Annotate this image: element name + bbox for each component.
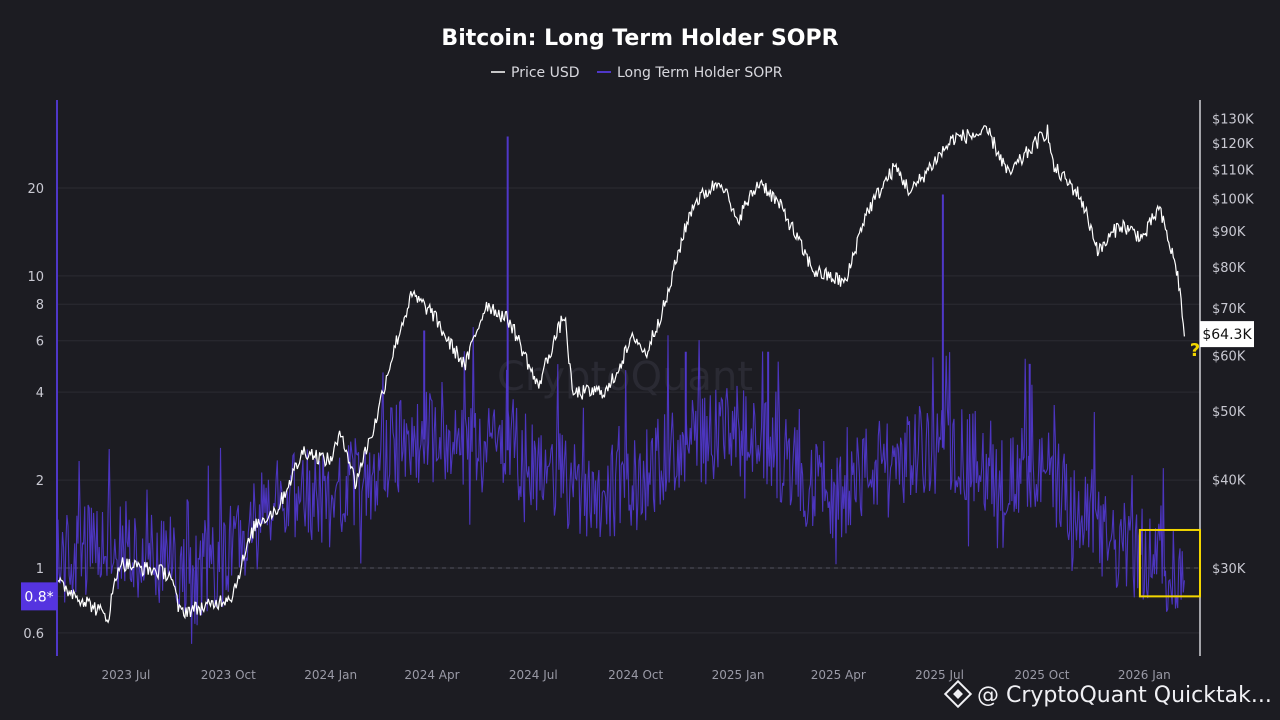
sopr-line: [57, 327, 1185, 644]
y-right-tick-label: $30K: [1212, 562, 1246, 577]
y-left-tick-label: 4: [36, 386, 44, 401]
chart-title: Bitcoin: Long Term Holder SOPR: [441, 26, 838, 51]
sopr-series: [57, 136, 1185, 644]
y-left-tick-label: 20: [27, 182, 44, 197]
x-tick-label: 2024 Jan: [304, 668, 357, 682]
x-tick-label: 2025 Apr: [811, 668, 866, 682]
legend-sopr-label[interactable]: Long Term Holder SOPR: [617, 65, 783, 81]
y-right-tick-label: $80K: [1212, 261, 1246, 276]
footer-handle: @ CryptoQuant Quicktak...: [977, 683, 1272, 708]
y-right-tick-label: $120K: [1212, 137, 1254, 152]
x-tick-label: 2024 Apr: [404, 668, 459, 682]
y-left-tick-label: 0.6: [23, 627, 44, 642]
price-line: [57, 124, 1185, 624]
sopr-tag-bg: [21, 582, 57, 611]
axes: 20 10 8 6 4 2 1 0.6 2023 Jul 2023 Oct 2024 Jan 2024…: [23, 100, 1254, 682]
price-series: [57, 124, 1185, 624]
annotations: $64.3K? 0.8*: [21, 321, 1254, 611]
y-right-tick-label: $40K: [1212, 474, 1246, 489]
y-right-tick-label: $90K: [1212, 225, 1246, 240]
y-right-tick-label: $130K: [1212, 112, 1254, 127]
x-tick-label: 2024 Oct: [608, 668, 663, 682]
y-right-tick-label: $60K: [1212, 349, 1246, 364]
cryptoquant-logo-icon: [943, 679, 973, 709]
x-tick-label: 2025 Jan: [712, 668, 765, 682]
x-tick-label: 2023 Oct: [201, 668, 256, 682]
y-left-tick-label: 8: [36, 298, 44, 313]
y-right-tick-label: $50K: [1212, 405, 1246, 420]
y-left-tick-label: 6: [36, 335, 44, 350]
y-left-tick-label: 10: [27, 270, 44, 285]
y-left-tick-label: 2: [36, 474, 44, 489]
sopr-tag: 0.8*: [24, 589, 53, 605]
x-tick-label: 2024 Jul: [509, 668, 558, 682]
question-mark: ?: [1190, 340, 1200, 361]
y-right-tick-label: $100K: [1212, 193, 1254, 208]
x-tick-label: 2023 Jul: [101, 668, 150, 682]
x-tick-label: 2026 Jan: [1118, 668, 1171, 682]
price-tag-bg: [1200, 321, 1254, 348]
price-tag: $64.3K: [1202, 327, 1252, 343]
legend-price-label[interactable]: Price USD: [511, 65, 580, 81]
legend[interactable]: Price USD Long Term Holder SOPR: [491, 65, 783, 81]
y-right-tick-label: $70K: [1212, 302, 1246, 317]
x-tick-label: 2025 Jul: [915, 668, 964, 682]
gridlines: [58, 187, 1200, 634]
x-tick-label: 2025 Oct: [1014, 668, 1069, 682]
y-left-tick-label: 1: [36, 562, 44, 577]
highlight-box: [1138, 528, 1202, 598]
footer-branding: @ CryptoQuant Quicktak...: [943, 679, 1272, 709]
y-right-tick-label: $110K: [1212, 164, 1254, 179]
